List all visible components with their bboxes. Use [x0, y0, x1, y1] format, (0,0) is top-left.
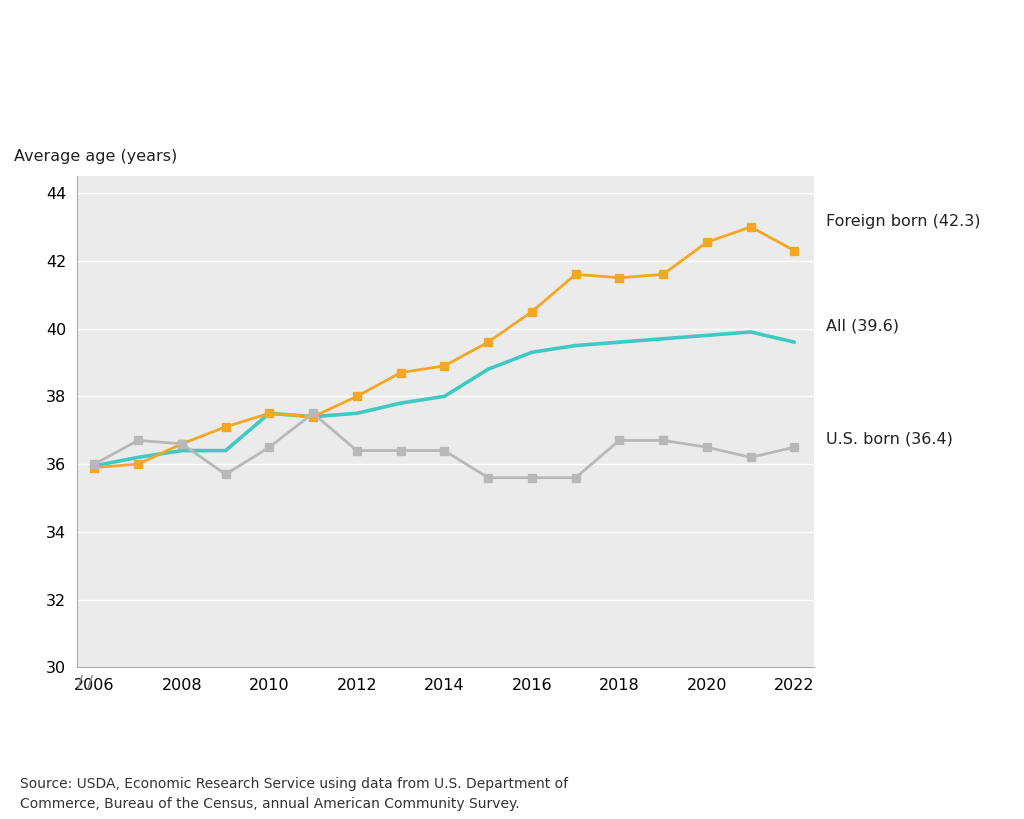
Text: /: / [87, 673, 93, 691]
Text: Foreign born (42.3): Foreign born (42.3) [826, 215, 981, 229]
Text: Source: USDA, Economic Research Service using data from U.S. Department of
Comme: Source: USDA, Economic Research Service … [20, 777, 568, 811]
Text: /: / [77, 673, 83, 691]
Text: All (39.6): All (39.6) [826, 319, 899, 333]
Text: U.S. born (36.4): U.S. born (36.4) [826, 432, 953, 446]
Text: Average age of U.S. farm laborers/graders/sorters by
place of birth, 2006–22: Average age of U.S. farm laborers/grader… [18, 34, 705, 88]
Text: Average age (years): Average age (years) [14, 149, 177, 164]
